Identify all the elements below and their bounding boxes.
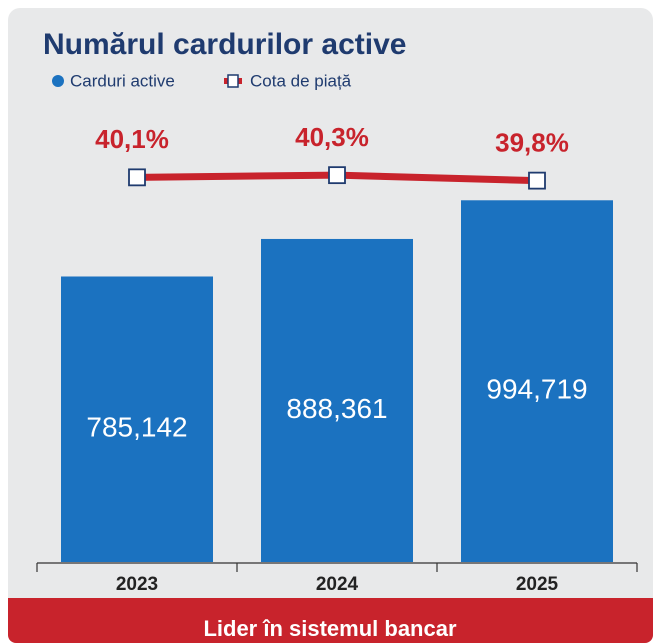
chart-title: Numărul cardurilor active xyxy=(43,28,406,61)
line-value-label: 40,3% xyxy=(295,122,369,152)
footer-banner-top xyxy=(8,598,653,610)
legend-swatch-bar xyxy=(52,75,64,87)
bar xyxy=(461,200,613,562)
line-marker xyxy=(328,166,346,185)
bar-value-label: 888,361 xyxy=(286,393,387,424)
x-tick-label: 2024 xyxy=(316,574,359,595)
line-value-label: 40,1% xyxy=(95,124,169,154)
x-tick-label: 2023 xyxy=(116,574,158,595)
line-marker xyxy=(128,168,146,187)
line-value-label: 39,8% xyxy=(495,128,569,158)
legend-label: Cota de piață xyxy=(250,71,352,90)
legend-swatch-marker xyxy=(227,74,239,88)
x-tick-label: 2025 xyxy=(516,574,559,595)
bar xyxy=(261,238,413,562)
bar-value-label: 785,142 xyxy=(86,412,187,443)
bar-value-label: 994,719 xyxy=(486,374,587,405)
bar xyxy=(61,276,213,562)
legend-label: Carduri active xyxy=(70,71,175,90)
line-marker xyxy=(528,171,546,190)
footer-text: Lider în sistemul bancar xyxy=(203,616,457,641)
